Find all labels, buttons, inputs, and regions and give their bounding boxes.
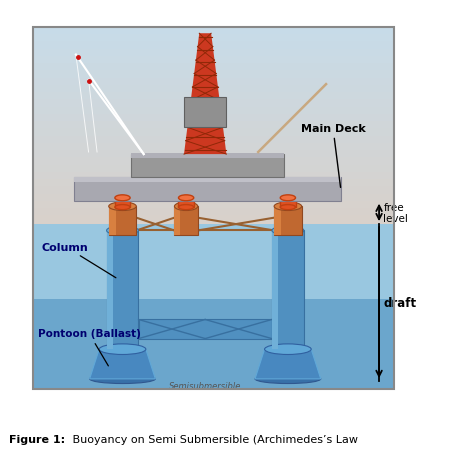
Bar <box>109 207 137 235</box>
Bar <box>272 231 304 349</box>
Text: draft: draft <box>383 296 417 309</box>
Bar <box>34 100 394 107</box>
Ellipse shape <box>280 205 295 210</box>
Bar <box>34 238 394 245</box>
Bar <box>34 180 394 187</box>
Ellipse shape <box>90 374 155 384</box>
Ellipse shape <box>115 205 130 210</box>
Bar <box>184 98 227 127</box>
Bar <box>34 64 394 71</box>
Bar <box>107 231 113 349</box>
Bar <box>280 198 295 207</box>
Text: free
level: free level <box>383 202 408 224</box>
Bar <box>34 245 394 252</box>
Text: Main Deck: Main Deck <box>301 123 365 188</box>
Polygon shape <box>90 349 155 379</box>
Bar <box>34 346 394 354</box>
Bar <box>272 231 278 349</box>
Bar <box>174 207 198 235</box>
Bar <box>34 281 394 288</box>
Bar <box>34 93 394 100</box>
Bar <box>34 78 394 86</box>
Bar <box>34 50 394 57</box>
Bar <box>34 71 394 78</box>
Bar <box>34 382 394 389</box>
Text: Figure 1:: Figure 1: <box>9 434 65 444</box>
Bar <box>131 155 283 178</box>
Bar <box>74 178 341 201</box>
Bar <box>274 207 301 235</box>
Bar <box>34 151 394 158</box>
Bar <box>34 35 394 42</box>
Bar <box>34 223 394 230</box>
Bar <box>34 28 394 35</box>
Bar <box>34 332 394 339</box>
Bar <box>34 202 394 209</box>
Bar <box>34 129 394 136</box>
Bar <box>34 165 394 172</box>
Bar <box>34 299 394 389</box>
Polygon shape <box>255 349 321 379</box>
Bar <box>34 288 394 296</box>
Bar <box>34 136 394 144</box>
Bar <box>34 252 394 259</box>
Bar <box>34 28 394 389</box>
Bar <box>109 207 116 235</box>
Ellipse shape <box>174 202 198 211</box>
Ellipse shape <box>109 202 137 211</box>
Text: Semisubmersible: Semisubmersible <box>169 381 241 390</box>
Bar <box>34 267 394 274</box>
Text: Column: Column <box>42 242 116 278</box>
Bar <box>74 177 341 182</box>
Bar <box>34 354 394 361</box>
Bar <box>34 144 394 151</box>
Ellipse shape <box>179 195 194 201</box>
Bar <box>34 209 394 216</box>
Bar <box>174 207 180 235</box>
Bar <box>34 310 394 317</box>
Ellipse shape <box>255 374 321 384</box>
Bar <box>34 368 394 375</box>
Ellipse shape <box>107 226 138 236</box>
Bar <box>34 115 394 122</box>
Ellipse shape <box>115 195 130 201</box>
Bar <box>34 216 394 223</box>
Bar <box>34 375 394 382</box>
Ellipse shape <box>274 202 301 211</box>
Bar <box>34 303 394 310</box>
Ellipse shape <box>280 195 295 201</box>
Bar <box>34 274 394 281</box>
Bar <box>34 324 394 332</box>
Bar <box>34 42 394 50</box>
Bar <box>34 230 394 238</box>
Bar <box>34 339 394 346</box>
Bar <box>115 198 130 207</box>
Bar <box>34 107 394 115</box>
Ellipse shape <box>99 344 146 355</box>
Bar <box>131 154 283 159</box>
Bar <box>34 86 394 93</box>
Bar <box>34 225 394 389</box>
Ellipse shape <box>264 344 311 355</box>
Bar <box>138 320 272 339</box>
Bar <box>34 361 394 368</box>
Bar <box>34 296 394 303</box>
Bar <box>34 172 394 180</box>
Text: Buoyancy on Semi Submersible (Archimedes’s Law: Buoyancy on Semi Submersible (Archimedes… <box>69 434 358 444</box>
Ellipse shape <box>179 205 194 210</box>
Bar <box>34 122 394 129</box>
Text: Pontoon (Ballast): Pontoon (Ballast) <box>37 329 141 366</box>
Bar <box>107 231 138 349</box>
Bar <box>34 158 394 165</box>
Ellipse shape <box>272 226 304 236</box>
Bar <box>34 57 394 64</box>
Bar <box>274 207 281 235</box>
Bar <box>34 317 394 324</box>
Bar <box>34 187 394 194</box>
Bar <box>34 259 394 267</box>
Bar <box>34 194 394 202</box>
Bar <box>179 198 194 207</box>
